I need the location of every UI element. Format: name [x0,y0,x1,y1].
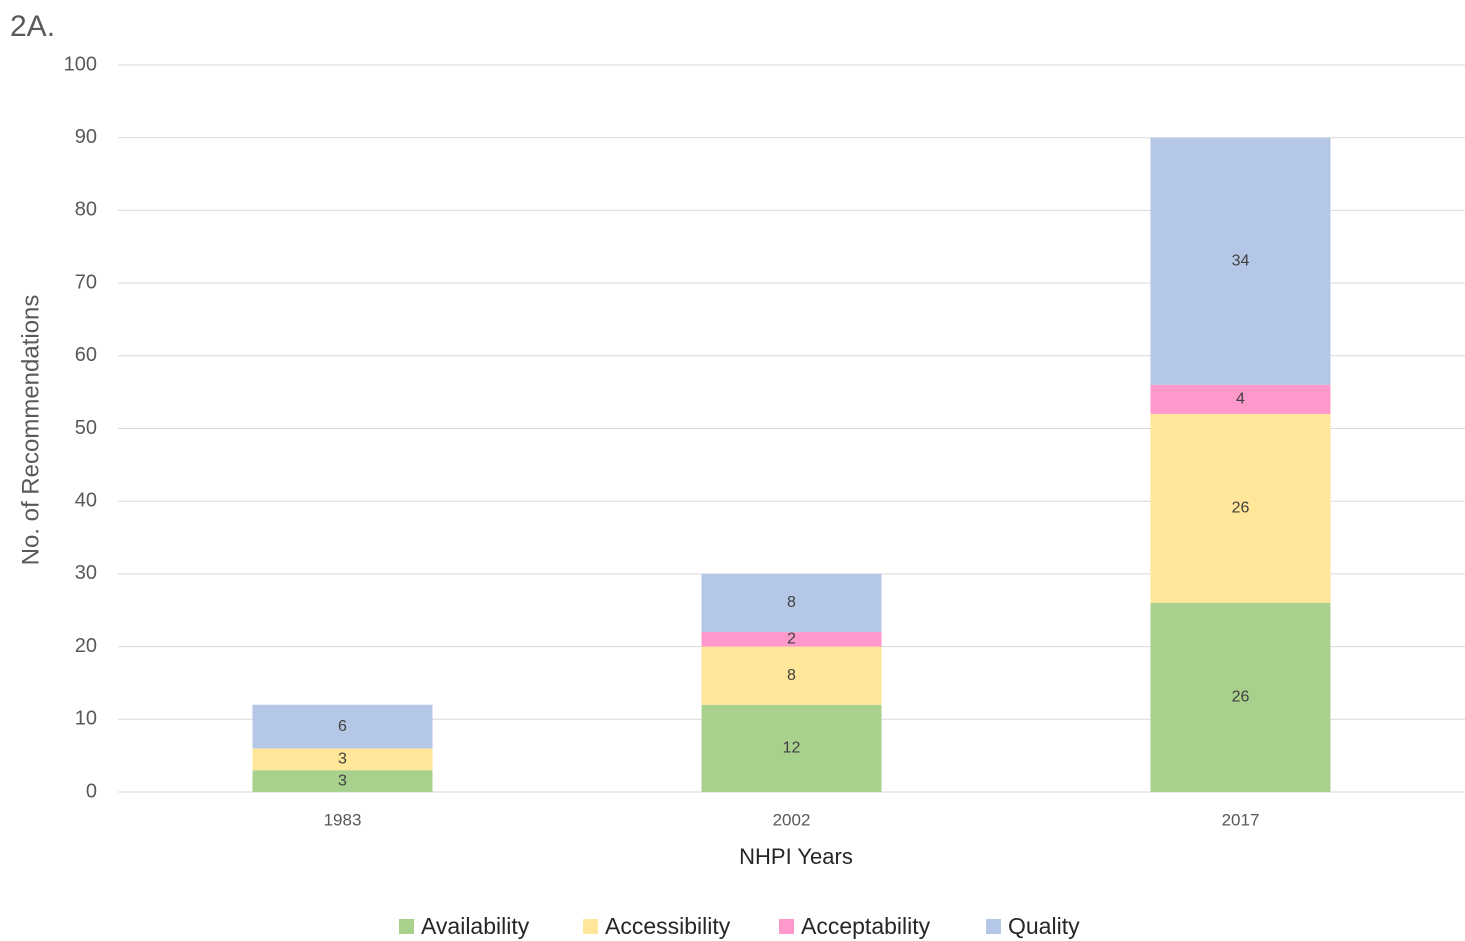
chart-title: 2A. [10,10,55,43]
y-tick-label: 60 [75,344,97,366]
y-tick-label: 50 [75,417,97,439]
data-label: 4 [1236,391,1245,408]
y-tick-label: 90 [75,126,97,148]
bar-segment [701,632,882,647]
legend-label: Quality [1008,913,1080,939]
y-tick-label: 80 [75,199,97,221]
legend-swatch [583,919,598,934]
y-tick-label: 0 [86,780,97,802]
y-tick-label: 10 [75,708,97,730]
bar-segment [1150,384,1331,414]
y-tick-label: 20 [75,635,97,657]
legend-label: Availability [421,913,530,939]
legend-label: Accessibility [605,913,731,939]
bar-segment [1150,137,1331,385]
y-tick-label: 100 [64,53,97,75]
legend-swatch [399,919,414,934]
y-tick-label: 30 [75,562,97,584]
data-label: 26 [1232,689,1250,706]
legend-label: Acceptability [801,913,931,939]
y-axis-label: No. of Recommendations [17,295,44,566]
data-label: 2 [787,631,796,648]
data-label: 3 [338,751,347,768]
bar-segment [252,770,433,792]
bar-segment [701,646,882,705]
data-label: 6 [338,718,347,735]
x-axis-label: NHPI Years [739,844,853,869]
data-label: 34 [1232,253,1250,270]
y-tick-label: 70 [75,271,97,293]
x-tick-label: 1983 [324,810,362,829]
x-tick-label: 2017 [1222,810,1260,829]
bar-segment [701,573,882,633]
bar-segment [252,704,433,749]
legend-swatch [986,919,1001,934]
data-label: 8 [787,594,796,611]
data-label: 26 [1232,500,1250,517]
data-label: 8 [787,667,796,684]
data-label: 12 [783,740,801,757]
bar-segment [1150,602,1331,792]
bar-segment [701,704,882,792]
legend-swatch [779,919,794,934]
x-tick-label: 2002 [773,810,811,829]
data-label: 3 [338,772,347,789]
y-tick-label: 40 [75,489,97,511]
bar-segment [252,748,433,771]
bar-segment [1150,413,1331,603]
